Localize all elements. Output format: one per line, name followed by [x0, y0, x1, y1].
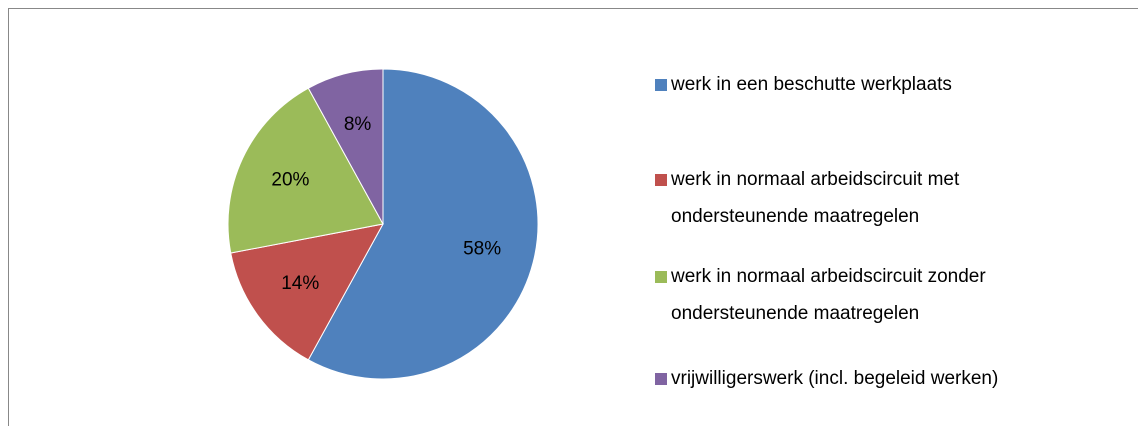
legend-swatch	[655, 79, 667, 91]
data-label: 58%	[463, 238, 501, 259]
pie-slice	[227, 87, 384, 254]
legend-swatch	[655, 174, 667, 186]
pie-slice	[307, 68, 539, 380]
legend-entry: werk in een beschutte werkplaats	[655, 66, 1101, 103]
pie-slice	[230, 223, 384, 361]
data-label: 8%	[344, 114, 372, 135]
legend-swatch	[655, 271, 667, 283]
legend-label: werk in normaal arbeidscircuit met onder…	[671, 169, 960, 227]
chart-border	[8, 8, 1138, 426]
legend-entry: werk in normaal arbeidscircuit zonder on…	[655, 258, 1101, 332]
pie-slice	[307, 68, 384, 225]
legend-label: werk in een beschutte werkplaats	[671, 74, 952, 95]
legend-entry: werk in normaal arbeidscircuit met onder…	[655, 161, 1101, 235]
legend-label: vrijwilligerswerk (incl. begeleid werken…	[671, 368, 999, 389]
data-label: 20%	[271, 169, 309, 190]
legend-swatch	[655, 373, 667, 385]
data-label: 14%	[281, 273, 319, 294]
legend-label: werk in normaal arbeidscircuit zonder on…	[671, 266, 986, 324]
legend-entry: vrijwilligerswerk (incl. begeleid werken…	[655, 360, 1101, 397]
